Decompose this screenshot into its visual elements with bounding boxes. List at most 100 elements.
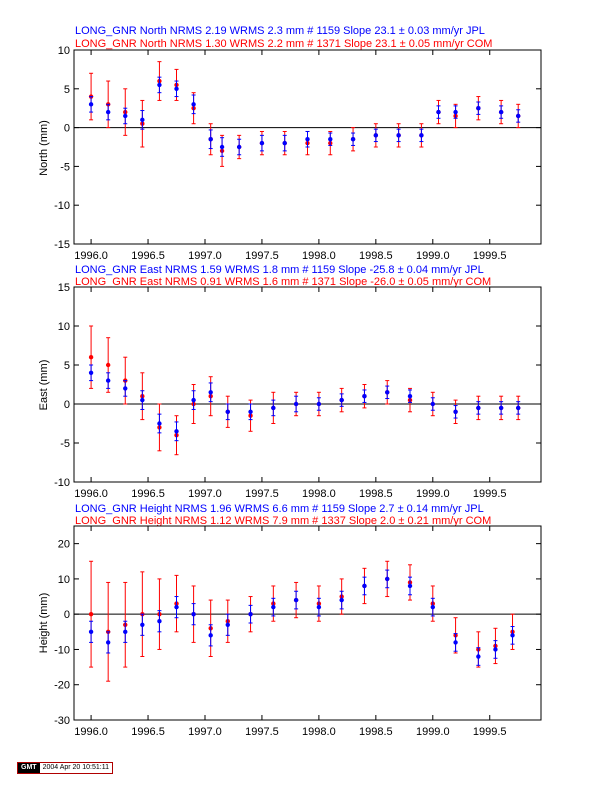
data-point-jpl: [498, 405, 504, 411]
x-tick-label: 1996.5: [131, 488, 165, 500]
data-point-jpl: [305, 137, 310, 142]
y-tick-label: 10: [58, 574, 70, 586]
data-point-jpl: [88, 629, 94, 635]
plot-frame: [73, 525, 542, 721]
data-point-jpl: [248, 409, 253, 414]
x-tick-label: 1998.0: [302, 250, 336, 262]
x-tick-label: 1998.5: [359, 726, 393, 738]
x-tick-label: 1997.0: [188, 488, 222, 500]
x-tick-label: 1999.0: [416, 726, 450, 738]
data-point-jpl: [476, 405, 481, 411]
panel-east-x-ticks: 1996.0 1996.5 1997.0 1997.5 1998.0 1998.5 1999…: [74, 287, 507, 500]
data-point-jpl: [436, 109, 441, 115]
data-point-jpl: [328, 137, 333, 142]
panel-height-plot-area: [73, 525, 542, 721]
x-tick-label: 1996.5: [131, 726, 165, 738]
data-point-jpl: [453, 409, 458, 414]
x-tick-label: 1997.5: [245, 488, 279, 500]
data-point-jpl: [219, 144, 225, 150]
data-point-com: [88, 355, 94, 360]
panel-height: LONG_GNR Height NRMS 1.96 WRMS 6.6 mm # …: [38, 503, 542, 738]
data-point-jpl: [339, 597, 344, 603]
panel-east-y-label: East (mm): [38, 360, 50, 411]
data-point-jpl: [88, 102, 94, 107]
data-point-jpl: [407, 394, 413, 399]
timestamp-text: 2004 Apr 20 10:51:11: [42, 764, 109, 771]
x-tick-label: 1999.0: [416, 250, 450, 262]
data-point-jpl: [493, 647, 498, 652]
y-tick-label: 0: [64, 123, 70, 135]
data-point-jpl: [123, 629, 128, 635]
x-tick-label: 1998.0: [302, 726, 336, 738]
y-tick-label: 15: [58, 282, 70, 294]
y-tick-label: 5: [64, 84, 70, 96]
data-point-jpl: [140, 397, 145, 403]
data-point-jpl: [259, 140, 265, 146]
data-point-jpl: [157, 82, 162, 88]
y-tick-label: 5: [64, 360, 70, 372]
x-tick-label: 1997.0: [188, 250, 222, 262]
plot-frame: [73, 49, 542, 245]
data-point-jpl: [236, 144, 242, 150]
panel-height-header-com: LONG_GNR Height NRMS 1.12 WRMS 7.9 mm # …: [75, 515, 491, 527]
data-point-jpl: [350, 137, 356, 142]
y-tick-label: -30: [54, 715, 70, 727]
data-point-jpl: [225, 409, 230, 414]
y-tick-label: 0: [64, 399, 70, 411]
data-point-jpl: [248, 611, 253, 617]
x-tick-label: 1997.5: [245, 250, 279, 262]
x-tick-label: 1999.0: [416, 488, 450, 500]
y-tick-label: -20: [54, 680, 70, 692]
data-point-jpl: [174, 604, 179, 610]
y-tick-label: -5: [60, 438, 70, 450]
panel-height-y-label: Height (mm): [38, 593, 50, 654]
plot-frame: [73, 286, 542, 483]
data-point-jpl: [293, 401, 299, 407]
data-point-jpl: [191, 397, 196, 403]
data-point-jpl: [293, 597, 299, 603]
data-point-jpl: [140, 622, 145, 627]
data-point-jpl: [476, 106, 481, 111]
data-point-jpl: [453, 640, 458, 645]
data-point-jpl: [362, 394, 367, 399]
data-point-jpl: [123, 386, 128, 391]
panel-east-header-jpl: LONG_GNR East NRMS 1.59 WRMS 1.8 mm # 11…: [75, 264, 484, 276]
data-point-jpl: [271, 604, 276, 610]
panel-east-plot-area: [73, 286, 542, 483]
data-point-com: [105, 362, 111, 368]
data-point-jpl: [174, 86, 179, 92]
data-point-jpl: [208, 137, 213, 142]
data-point-jpl: [140, 117, 145, 123]
data-point-jpl: [430, 401, 435, 407]
data-point-jpl: [453, 109, 458, 115]
x-tick-label: 1996.0: [74, 488, 108, 500]
panel-north-x-ticks: 1996.0 1996.5 1997.0 1997.5 1998.0 1998.5 1999…: [74, 50, 507, 262]
x-tick-label: 1999.5: [473, 488, 507, 500]
data-point-com: [88, 611, 94, 617]
data-point-jpl: [157, 421, 162, 426]
data-point-jpl: [316, 401, 322, 407]
data-point-jpl: [123, 113, 128, 119]
y-tick-label: 0: [64, 609, 70, 621]
data-point-jpl: [510, 633, 515, 638]
data-point-jpl: [419, 133, 424, 138]
data-point-jpl: [208, 633, 213, 638]
data-point-jpl: [385, 576, 390, 582]
x-tick-label: 1999.5: [473, 726, 507, 738]
x-tick-label: 1996.5: [131, 250, 165, 262]
y-tick-label: 10: [58, 321, 70, 333]
data-point-jpl: [208, 390, 213, 395]
data-point-jpl: [516, 405, 521, 411]
data-point-jpl: [88, 370, 94, 375]
panel-east-header-com: LONG_GNR East NRMS 0.91 WRMS 1.6 mm # 13…: [75, 276, 491, 288]
panel-north-plot-area: [73, 49, 542, 245]
panel-height-x-ticks: 1996.0 1996.5 1997.0 1997.5 1998.0 1998.5 1999…: [74, 526, 507, 738]
y-tick-label: -10: [54, 200, 70, 212]
x-tick-label: 1998.5: [359, 488, 393, 500]
data-point-jpl: [271, 405, 276, 411]
data-point-jpl: [191, 102, 196, 107]
panel-north-y-ticks: 10 5 0 -5 -10 -15: [54, 45, 541, 251]
data-point-jpl: [373, 133, 379, 138]
gmt-timestamp-stamp: GMT 2004 Apr 20 10:51:11: [17, 762, 113, 774]
